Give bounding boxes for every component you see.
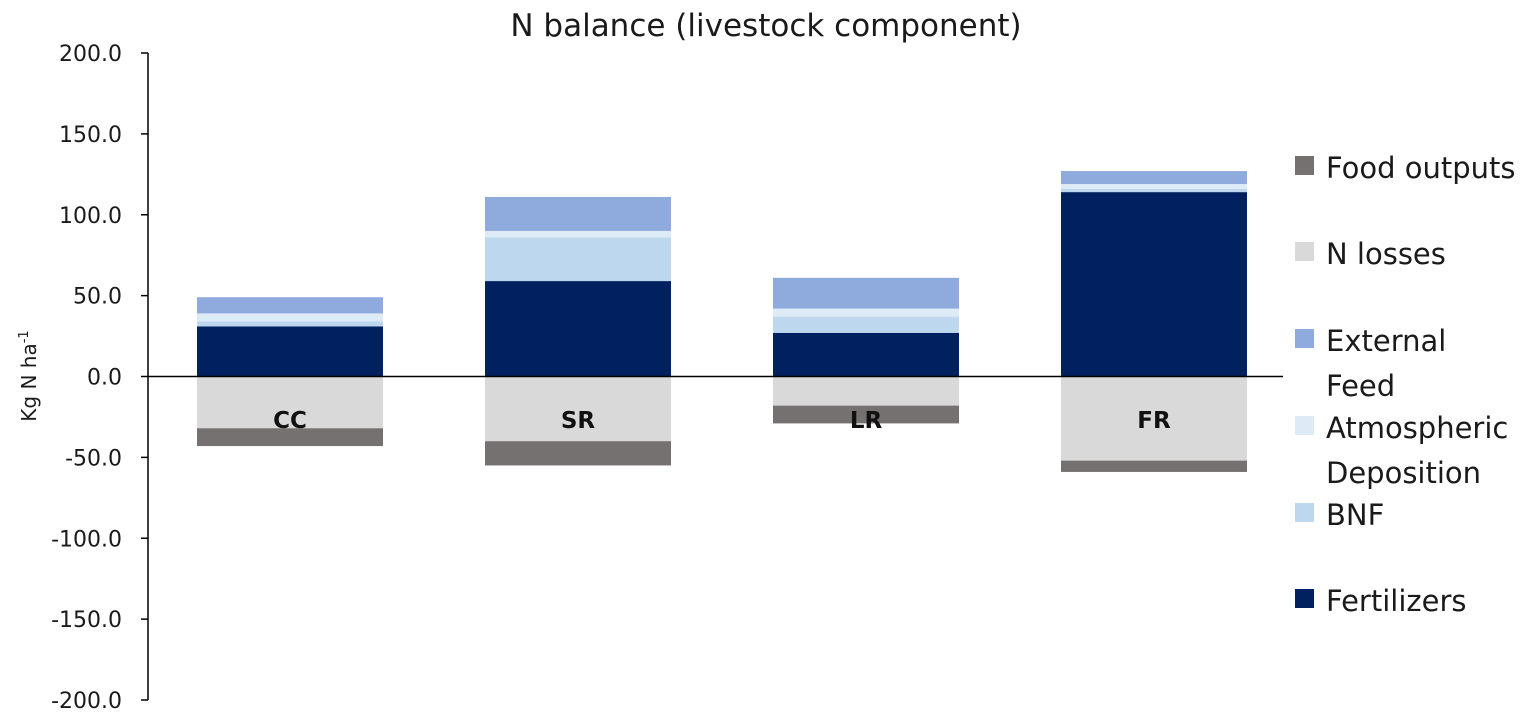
bar-lr-external-feed [773,277,959,309]
legend-label: Food outputs [1326,151,1516,185]
y-axis-label-superscript: -1 [17,330,32,343]
legend-swatch [1295,156,1314,175]
legend-item-atmospheric-deposition: Atmospheric Deposition [1295,411,1508,490]
bar-fr-fertilizers [1061,192,1247,377]
axes-group [147,53,1283,700]
y-tick-label: -100.0 [51,527,122,552]
legend-label: Feed [1326,369,1395,403]
bar-cc-fertilizers [197,326,383,377]
y-tick-labels: 200.0 150.0 100.0 50.0 0.0 -50.0 -100.0 -150.0 -… [51,42,148,714]
bars-group [197,171,1247,472]
bar-fr-atmospheric-deposition [1061,184,1247,189]
legend-item-external-feed: External Feed [1295,324,1446,403]
y-tick-label: -150.0 [51,608,122,633]
bar-cc-n-losses [197,376,383,429]
bar-lr-n-losses [773,376,959,406]
y-tick-label: -200.0 [51,689,122,714]
legend-swatch [1295,503,1314,522]
legend-item-fertilizers: Fertilizers [1295,584,1467,618]
bar-cc-bnf [197,321,383,327]
legend-label: N losses [1326,237,1446,271]
y-tick-label: -50.0 [65,446,122,471]
bar-lr-fertilizers [773,332,959,377]
bar-cc-atmospheric-deposition [197,313,383,322]
y-axis-label-text: Kg N ha [17,343,41,421]
category-labels: CC SR LR FR [273,408,1171,434]
legend-label: Deposition [1326,456,1481,490]
category-label-cc: CC [273,408,307,434]
category-label-fr: FR [1137,408,1171,434]
legend-item-n-losses: N losses [1295,237,1446,271]
legend-swatch [1295,416,1314,435]
legend-label: BNF [1326,498,1384,532]
svg-text:Kg N ha-1: Kg N ha-1 [17,330,41,421]
y-tick-label: 50.0 [73,285,122,310]
bar-cc-food-outputs [197,428,383,447]
bar-sr-food-outputs [485,441,671,466]
y-tick-label: 150.0 [59,123,122,148]
bar-fr-bnf [1061,188,1247,193]
bar-sr-atmospheric-deposition [485,230,671,238]
chart-title: N balance (livestock component) [510,8,1021,44]
legend-swatch [1295,242,1314,261]
bar-fr-n-losses [1061,376,1247,461]
bar-sr-bnf [485,237,671,282]
legend-item-bnf: BNF [1295,498,1384,532]
category-label-lr: LR [850,408,883,434]
bar-fr-external-feed [1061,171,1247,185]
y-tick-label: 100.0 [59,204,122,229]
bar-lr-atmospheric-deposition [773,308,959,317]
legend-label: Fertilizers [1326,584,1467,618]
legend-item-food-outputs: Food outputs [1295,151,1516,185]
legend: Food outputs N losses External Feed Atmosphe… [1295,151,1516,618]
legend-swatch [1295,589,1314,608]
legend-label: Atmospheric [1326,411,1508,445]
legend-swatch [1295,329,1314,348]
bar-sr-n-losses [485,376,671,442]
bar-sr-external-feed [485,196,671,231]
bar-lr-food-outputs [773,405,959,424]
bar-fr-food-outputs [1061,460,1247,472]
y-axis-label: Kg N ha-1 [17,330,41,421]
bar-cc-external-feed [197,297,383,314]
category-label-sr: SR [561,408,596,434]
y-tick-label: 0.0 [87,366,122,391]
bar-lr-bnf [773,316,959,333]
legend-label: External [1326,324,1446,358]
y-tick-label: 200.0 [59,42,122,67]
bar-sr-fertilizers [485,281,671,377]
